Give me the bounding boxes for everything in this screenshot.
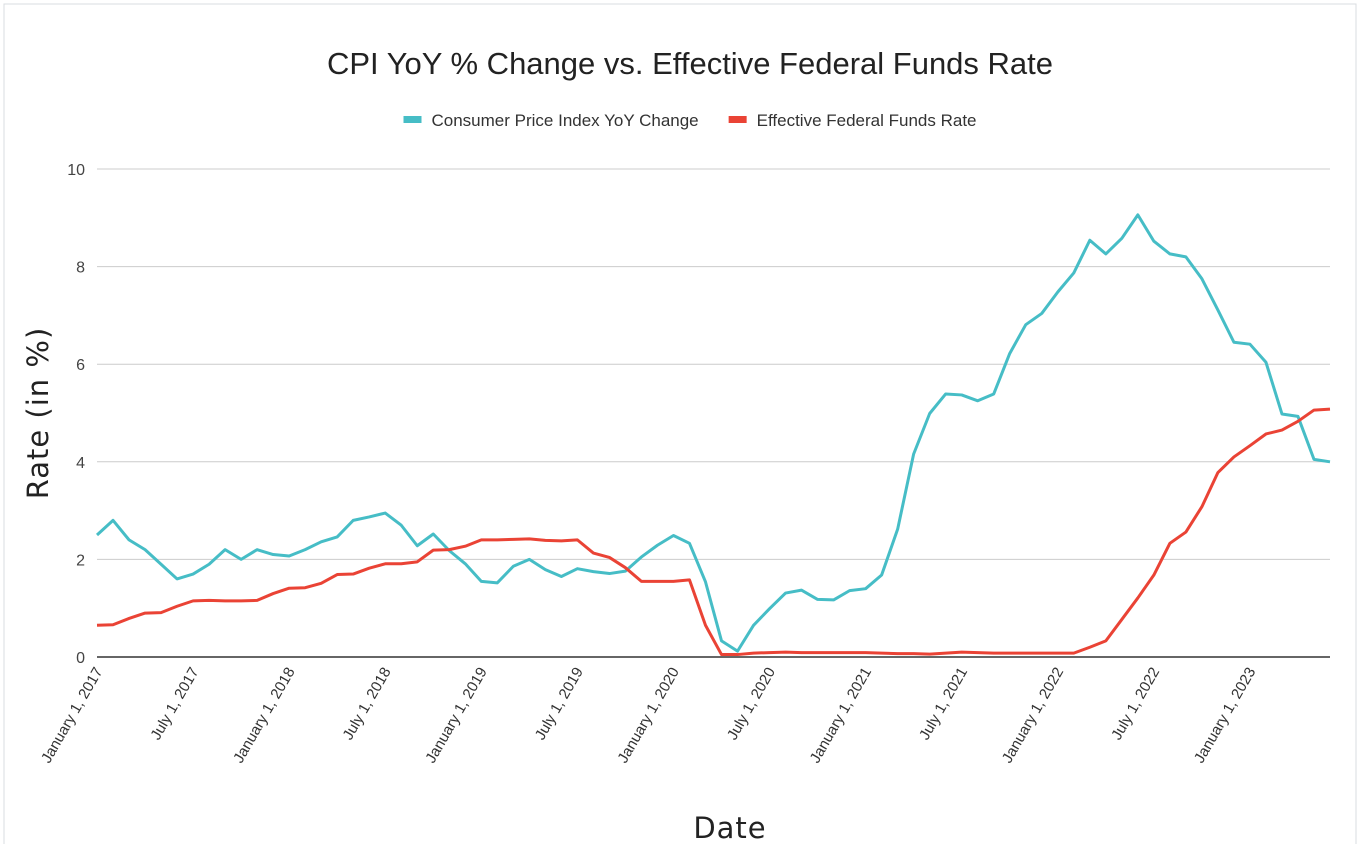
legend-swatch <box>403 116 422 123</box>
x-axis-title: Date <box>693 811 766 844</box>
legend-label: Consumer Price Index YoY Change <box>432 111 699 130</box>
series-line <box>96 407 1331 657</box>
legend-label: Effective Federal Funds Rate <box>757 111 977 130</box>
y-axis-title: Rate (in %) <box>21 327 55 500</box>
chart-title: CPI YoY % Change vs. Effective Federal F… <box>327 46 1053 81</box>
legend: Consumer Price Index YoY Change Effective… <box>403 111 977 130</box>
y-tick-label: 2 <box>76 552 85 569</box>
y-tick-label: 4 <box>76 455 85 472</box>
y-tick-label: 0 <box>76 650 85 667</box>
series-line <box>95 213 1331 653</box>
chart-frame <box>3 3 1357 844</box>
y-tick-label: 8 <box>76 260 85 277</box>
y-tick-label: 10 <box>67 162 85 179</box>
legend-swatch <box>728 116 747 123</box>
y-tick-label: 6 <box>76 357 85 374</box>
